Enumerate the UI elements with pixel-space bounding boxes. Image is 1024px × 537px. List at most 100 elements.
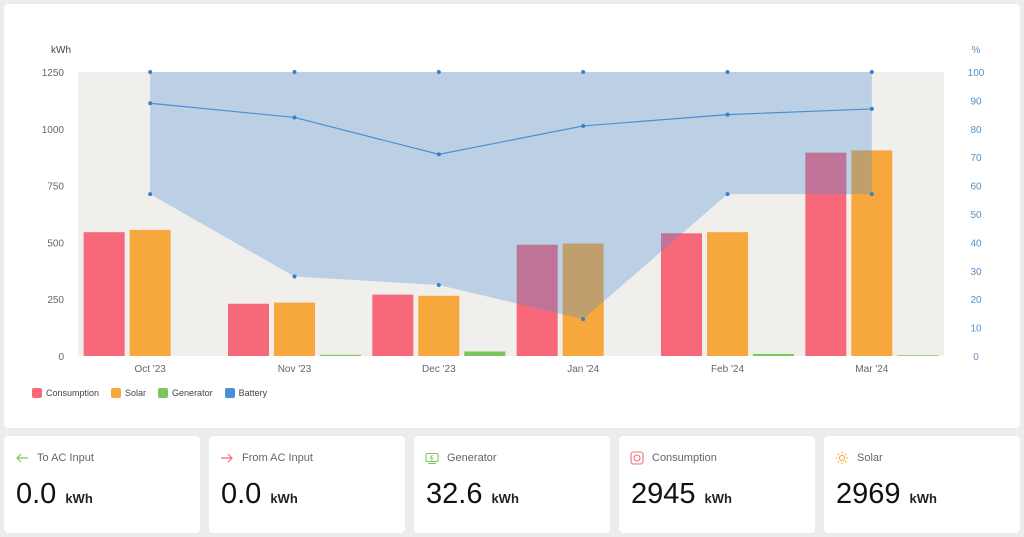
bar-solar: [274, 302, 315, 356]
battery-max-point: [292, 70, 297, 74]
battery-avg-point: [148, 101, 153, 106]
stat-label: Generator: [447, 452, 497, 464]
y2-tick-label: 80: [970, 125, 982, 136]
battery-min-point: [148, 192, 153, 197]
stat-label: Consumption: [652, 452, 717, 464]
stat-unit: kWh: [65, 491, 93, 506]
y2-axis-title: %: [972, 45, 981, 56]
bar-solar: [129, 229, 171, 356]
stat-value: 32.6: [426, 478, 483, 510]
legend-label: Solar: [125, 388, 147, 398]
bar-consumption: [228, 303, 269, 356]
legend-swatch: [224, 388, 235, 398]
stat-card-from-ac-input: From AC Input 0.0 kWh: [209, 436, 405, 533]
bar-solar: [851, 150, 893, 356]
legend-item-generator[interactable]: Generator: [158, 388, 213, 398]
x-tick-label: Oct '23: [134, 364, 166, 375]
battery-avg-point: [725, 112, 730, 117]
arrow-right-icon: [221, 453, 233, 463]
y2-tick-label: 70: [970, 153, 982, 164]
battery-max-point: [869, 70, 874, 74]
legend-item-consumption[interactable]: Consumption: [32, 388, 99, 398]
bar-generator: [464, 351, 506, 356]
battery-avg-point: [869, 106, 874, 111]
stat-card-solar: Solar 2969 kWh: [824, 436, 1020, 533]
x-tick-label: Dec '23: [422, 364, 456, 375]
consumption-icon: [630, 451, 644, 465]
arrow-left-icon: [16, 453, 28, 463]
y-tick-label: 250: [47, 295, 64, 306]
legend-swatch: [111, 388, 122, 398]
stats-row: To AC Input 0.0 kWh From AC Input 0.0 kW…: [4, 436, 1020, 533]
bar-generator: [897, 355, 939, 356]
battery-min-point: [292, 274, 297, 279]
legend-label: Consumption: [46, 388, 100, 398]
bar-consumption: [83, 232, 125, 356]
chart-panel: 0 250 500 750 1000 1250 kWh 0 10 20 30 40 50 60 70 80 90…: [4, 4, 1020, 428]
plot-background: [78, 72, 944, 356]
stat-value: 2969: [836, 478, 901, 510]
sun-icon: [835, 451, 849, 465]
stat-unit: kWh: [270, 491, 298, 506]
y2-tick-label: 100: [968, 68, 985, 79]
legend-item-battery[interactable]: Battery: [224, 388, 268, 398]
x-tick-label: Jan '24: [567, 364, 599, 375]
y2-tick-label: 40: [970, 238, 982, 249]
y-tick-label: 1250: [42, 68, 65, 79]
battery-range-area: [150, 72, 872, 320]
stat-value: 0.0: [16, 478, 57, 510]
y2-tick-label: 0: [973, 352, 979, 363]
bar-solar: [418, 295, 460, 356]
stat-value: 0.0: [221, 478, 262, 510]
bar-consumption: [661, 233, 702, 356]
stat-unit: kWh: [491, 491, 519, 506]
bar-consumption: [516, 244, 558, 356]
y2-tick-label: 10: [970, 324, 982, 335]
battery-avg-point: [292, 115, 297, 120]
y2-tick-label: 50: [970, 210, 982, 221]
battery-avg-point: [436, 152, 441, 157]
stat-card-to-ac-input: To AC Input 0.0 kWh: [4, 436, 200, 533]
battery-avg-point: [581, 123, 586, 128]
battery-max-point: [148, 70, 153, 74]
bar-solar: [707, 232, 748, 356]
y2-tick-label: 20: [970, 295, 982, 306]
battery-min-point: [436, 283, 441, 287]
bar-generator: [320, 354, 361, 356]
legend-item-solar[interactable]: Solar: [111, 388, 146, 398]
stat-label: To AC Input: [37, 452, 94, 464]
energy-chart: 0 250 500 750 1000 1250 kWh 0 10 20 30 40 50 60 70 80 90…: [42, 45, 985, 375]
legend-swatch: [158, 388, 169, 398]
stat-card-generator: Generator 32.6 kWh: [414, 436, 610, 533]
y2-tick-label: 30: [970, 267, 982, 278]
x-tick-label: Nov '23: [278, 364, 312, 375]
bar-consumption: [805, 152, 847, 356]
bar-consumption: [372, 294, 414, 356]
y-axis-title: kWh: [51, 45, 71, 56]
x-tick-label: Mar '24: [855, 364, 888, 375]
stat-label: Solar: [857, 452, 883, 464]
battery-avg-line: [150, 102, 872, 155]
stat-value: 2945: [631, 478, 696, 510]
battery-min-point: [869, 192, 874, 197]
stat-unit: kWh: [704, 491, 732, 506]
legend-label: Generator: [172, 388, 213, 398]
legend-swatch: [32, 388, 42, 398]
y2-tick-label: 90: [970, 96, 982, 107]
battery-max-point: [725, 70, 730, 74]
generator-icon: [425, 452, 439, 465]
bar-solar: [562, 243, 604, 356]
y-tick-label: 750: [47, 182, 64, 193]
battery-min-point: [725, 192, 730, 197]
stat-card-consumption: Consumption 2945 kWh: [619, 436, 815, 533]
legend-label: Battery: [238, 388, 268, 398]
chart-legend: Consumption Solar Generator Battery: [32, 388, 267, 398]
bar-generator: [753, 353, 794, 356]
stat-label: From AC Input: [242, 452, 313, 464]
battery-max-point: [436, 70, 441, 74]
stat-unit: kWh: [909, 491, 937, 506]
y2-tick-label: 60: [970, 182, 982, 193]
x-tick-label: Feb '24: [711, 364, 744, 375]
y-tick-label: 1000: [42, 125, 65, 136]
battery-min-point: [581, 317, 586, 322]
